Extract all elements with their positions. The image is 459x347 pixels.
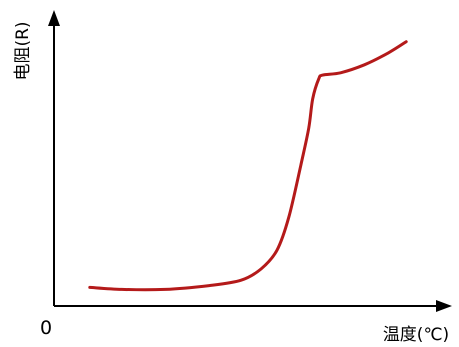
origin-label: 0 <box>40 317 52 339</box>
series-line-0 <box>88 40 408 292</box>
y-axis-arrow-icon <box>48 10 60 26</box>
x-axis-label: 温度(℃) <box>383 325 449 345</box>
x-axis-arrow-icon <box>436 300 452 312</box>
plot-area <box>88 40 408 292</box>
y-axis-label: 电阻(R) <box>13 21 33 80</box>
axes <box>48 10 452 312</box>
